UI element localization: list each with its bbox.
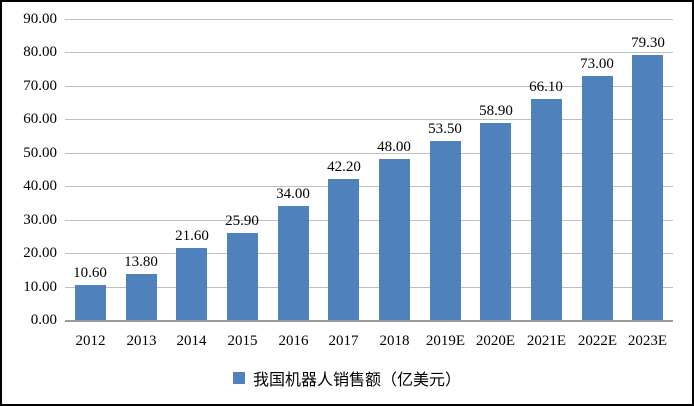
x-axis-tick-label: 2022E [577,333,618,349]
bar-2013 [126,274,157,320]
bar-value-label: 34.00 [276,186,310,202]
gridline [65,19,673,20]
bar-2023E [632,55,663,320]
bar-2018 [379,159,410,320]
bar-value-label: 79.30 [631,35,665,51]
x-axis-tick-label: 2023E [627,333,668,349]
gridline [65,52,673,53]
x-axis-tick-label: 2020E [475,333,516,349]
gridline [65,287,673,288]
y-axis-tick-label: 90.00 [23,11,57,27]
y-axis-tick-label: 60.00 [23,111,57,127]
legend-series-label: 我国机器人销售额（亿美元） [252,372,461,389]
bar-value-label: 25.90 [225,213,259,229]
bar-2015 [227,233,258,320]
bar-value-label: 73.00 [580,56,614,72]
legend-marker-icon [232,372,245,384]
y-axis-tick-label: 70.00 [23,78,57,94]
y-axis-tick-label: 30.00 [23,212,57,228]
x-axis-tick-label: 2018 [379,333,410,349]
bar-value-label: 13.80 [124,254,158,270]
x-axis-line [65,320,673,322]
bar-value-label: 66.10 [529,79,563,95]
y-axis-tick-label: 80.00 [23,44,57,60]
bar-2021E [531,99,562,320]
y-axis-tick-label: 10.00 [23,279,57,295]
bar-value-label: 48.00 [377,139,411,155]
gridline [65,186,673,187]
bar-value-label: 10.60 [73,265,107,281]
y-axis-tick-label: 20.00 [23,245,57,261]
y-axis-tick-label: 0.00 [30,312,57,328]
x-axis-tick-label: 2021E [526,333,567,349]
bar-value-label: 58.90 [479,103,513,119]
gridline [65,220,673,221]
x-axis-tick-label: 2012 [75,333,106,349]
y-axis-tick-label: 40.00 [23,178,57,194]
x-axis-tick-label: 2014 [176,333,207,349]
legend: 我国机器人销售额（亿美元） [2,366,692,390]
gridline [65,253,673,254]
bar-2019E [430,141,461,320]
bar-2022E [582,76,613,320]
bar-2017 [328,179,359,320]
x-axis-tick-label: 2019E [425,333,466,349]
bar-2012 [75,285,106,320]
x-axis-tick-label: 2017 [328,333,359,349]
x-axis-tick-label: 2015 [227,333,258,349]
x-axis-tick-label: 2016 [278,333,309,349]
gridline [65,119,673,120]
bar-value-label: 21.60 [175,228,209,244]
x-axis-tick-label: 2013 [126,333,157,349]
bar-value-label: 53.50 [428,121,462,137]
bar-2016 [278,206,309,320]
bar-2020E [480,123,511,320]
gridline [65,153,673,154]
y-axis-tick-label: 50.00 [23,145,57,161]
bar-2014 [176,248,207,320]
bar-value-label: 42.20 [327,159,361,175]
gridline [65,86,673,87]
